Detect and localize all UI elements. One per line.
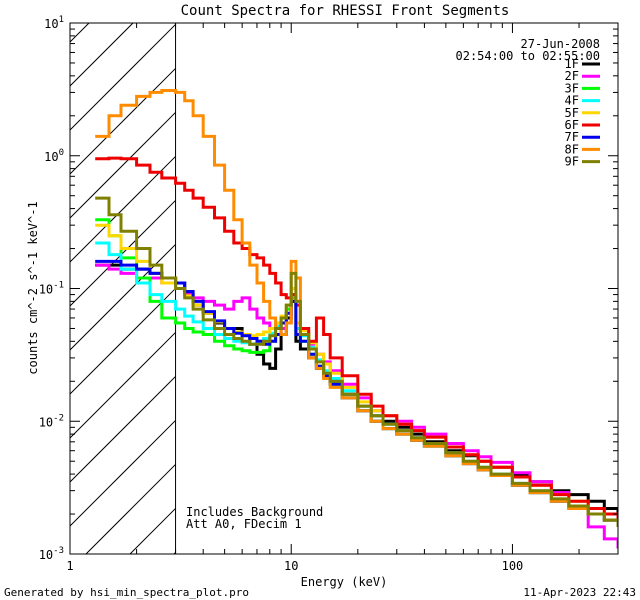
legend-label-8F: 8F — [565, 142, 579, 156]
hatch-line — [69, 332, 176, 439]
observation-date: 27-Jun-2008 — [521, 37, 600, 51]
chart-title: Count Spectra for RHESSI Front Segments — [181, 3, 510, 19]
hatch-line — [69, 200, 176, 307]
attenuator-hatched-region — [69, 22, 176, 555]
legend-label-2F: 2F — [565, 69, 579, 83]
plot-frame — [69, 22, 619, 555]
hatch-line — [85, 464, 176, 555]
legend-label-3F: 3F — [565, 81, 579, 95]
hatch-line — [69, 244, 176, 351]
series-line-9F — [95, 196, 618, 527]
timestamp-footer: 11-Apr-2023 22:43 — [523, 586, 636, 599]
y-tick-label: 10-1 — [39, 281, 64, 297]
note-attenuator: Att A0, FDecim 1 — [186, 517, 302, 531]
legend-label-7F: 7F — [565, 130, 579, 144]
x-axis-label: Energy (keV) — [301, 575, 388, 589]
generated-by-footer: Generated by hsi_min_spectra_plot.pro — [4, 586, 249, 599]
x-tick-labels: 1 10 100 — [66, 559, 523, 573]
series-layer — [95, 89, 618, 549]
hatch-line — [69, 22, 134, 87]
hatch-line — [69, 420, 176, 527]
hatch-line — [69, 24, 176, 131]
legend-label-5F: 5F — [565, 106, 579, 120]
hatch-line — [69, 376, 176, 483]
y-tick-label: 10-2 — [39, 413, 64, 429]
x-tick-label: 1 — [66, 559, 73, 573]
legend-label-1F: 1F — [565, 57, 579, 71]
y-tick-label: 101 — [44, 15, 64, 31]
y-tick-labels: 10-3 10-2 10-1 100 101 — [39, 15, 64, 562]
y-tick-label: 100 — [44, 148, 64, 164]
hatch-line — [69, 288, 176, 395]
observation-time-range: 02:54:00 to 02:55:00 — [456, 49, 601, 63]
y-tick-label: 10-3 — [39, 546, 64, 562]
note-background: Includes Background — [186, 505, 323, 519]
hatch-line — [129, 508, 176, 555]
legend-label-4F: 4F — [565, 94, 579, 108]
axis-ticks — [69, 22, 619, 555]
series-line-5F — [95, 223, 618, 521]
legend-label-6F: 6F — [565, 118, 579, 132]
hatch-line — [69, 156, 176, 263]
y-axis-label: counts cm^-2 s^-1 keV^-1 — [26, 201, 40, 374]
hatch-line — [69, 68, 176, 175]
x-tick-label: 10 — [284, 559, 298, 573]
hatch-line — [69, 112, 176, 219]
legend-label-9F: 9F — [565, 155, 579, 169]
series-line-8F — [95, 89, 618, 527]
x-tick-label: 100 — [502, 559, 524, 573]
hatch-line — [69, 22, 90, 43]
